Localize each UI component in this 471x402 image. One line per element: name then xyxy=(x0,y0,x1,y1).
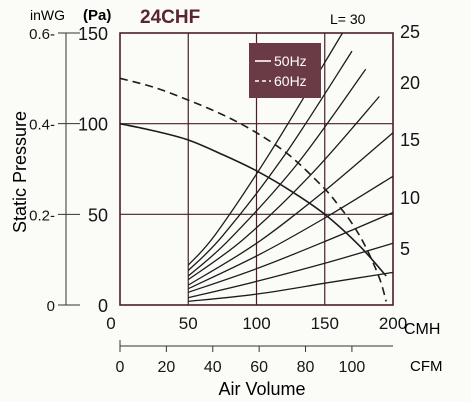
x-tick-cmh-label: 100 xyxy=(242,314,270,333)
y-tick-pa-label: 150 xyxy=(78,24,108,44)
legend-label-50hz: 50Hz xyxy=(274,53,307,69)
y-tick-pa-label: 100 xyxy=(78,115,108,135)
system-resistance-curves xyxy=(187,32,394,303)
system-curve xyxy=(187,132,394,286)
x-tick-cfm-label: 20 xyxy=(157,359,175,376)
grid xyxy=(119,32,394,306)
x-tick-cmh-label: 50 xyxy=(179,314,198,333)
x-tick-cfm-label: 80 xyxy=(297,359,315,376)
y-tick-pa-label: 0 xyxy=(98,296,108,316)
system-curve-label: 20 xyxy=(400,73,420,93)
y-tick-inwg-label: 0.6- xyxy=(29,26,55,43)
x-tick-cmh-label: 150 xyxy=(311,314,339,333)
fan-curve-50hz xyxy=(119,122,387,277)
system-curve-label: 25 xyxy=(400,22,420,42)
y-tick-pa-label: 50 xyxy=(88,205,108,225)
y-tick-inwg-label: 0.4- xyxy=(29,117,55,134)
legend-box xyxy=(249,43,321,98)
axis-ticks: 0 50 100 150 0 0.2- 0.4- 0.6- 0 50 100 150 200 0 20 40 6… xyxy=(29,22,420,376)
system-curve-label: 15 xyxy=(400,130,420,150)
unit-label-inwg: inWG xyxy=(30,7,65,23)
system-curve xyxy=(187,68,367,277)
x-axis-label: Air Volume xyxy=(218,379,305,399)
y-tick-inwg-label: 0.2- xyxy=(29,207,55,224)
fan-curve-60hz xyxy=(119,77,387,302)
fan-curves xyxy=(119,77,387,302)
x-tick-cfm-label: 40 xyxy=(204,359,222,376)
chart-title: 24CHF xyxy=(140,7,200,28)
x-tick-cfm-label: 100 xyxy=(339,359,366,376)
x-tick-cfm-label: 60 xyxy=(250,359,268,376)
system-curve xyxy=(188,242,394,299)
y-axis-label: Static Pressure xyxy=(10,111,30,233)
system-curve-label: 5 xyxy=(400,239,410,259)
x-unit-cmh: CMH xyxy=(404,321,440,338)
system-curve xyxy=(187,50,353,271)
system-curve xyxy=(188,175,394,290)
x-tick-cfm-label: 0 xyxy=(116,359,125,376)
system-curve xyxy=(188,271,394,303)
system-curve xyxy=(187,96,380,281)
system-curve-label: 10 xyxy=(400,188,420,208)
x-unit-cfm: CFM xyxy=(410,358,443,375)
x-tick-cmh-label: 200 xyxy=(379,314,407,333)
legend-label-60hz: 60Hz xyxy=(274,73,307,89)
x-tick-cmh-label: 0 xyxy=(106,314,115,333)
length-label: L= 30 xyxy=(330,11,366,27)
y-tick-inwg-label: 0 xyxy=(47,298,55,315)
legend: 50Hz 60Hz xyxy=(249,43,321,98)
system-curve xyxy=(188,211,394,293)
unit-label-pa: (Pa) xyxy=(83,7,111,24)
